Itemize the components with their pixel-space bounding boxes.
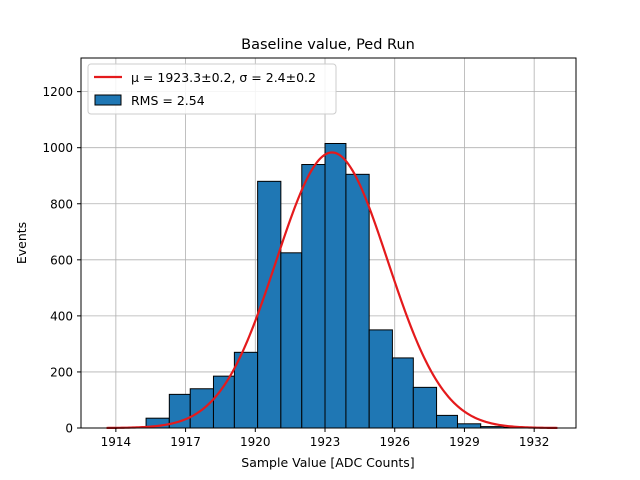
- legend-fit-label: μ = 1923.3±0.2, σ = 2.4±0.2: [131, 70, 316, 85]
- legend-histogram-label: RMS = 2.54: [131, 93, 205, 108]
- histogram-bar: [391, 357, 414, 429]
- histogram-bar: [412, 386, 438, 429]
- legend: μ = 1923.3±0.2, σ = 2.4±0.2 RMS = 2.54: [87, 63, 337, 115]
- plot-frame: [80, 57, 577, 429]
- histogram-bar: [456, 423, 482, 429]
- x-axis-label: Sample Value [ADC Counts]: [241, 455, 414, 470]
- chart-title: Baseline value, Ped Run: [241, 37, 415, 53]
- histogram-bar: [189, 388, 214, 429]
- histogram-bar: [324, 142, 347, 429]
- y-tick-label: 400: [50, 309, 73, 323]
- x-axis-ticks: 1914 1917 1920 1923 1926 1929 1932: [101, 428, 550, 449]
- histogram-bar: [345, 173, 370, 429]
- y-tick-label: 0: [65, 422, 73, 436]
- y-axis-ticks: 0 200 400 600 800 1000 1200: [42, 85, 81, 436]
- x-tick-label: 1923: [310, 435, 341, 449]
- legend-histogram-swatch: [94, 94, 122, 106]
- x-tick-label: 1914: [101, 435, 132, 449]
- y-axis-label: Events: [14, 222, 29, 264]
- y-tick-label: 800: [50, 197, 73, 211]
- x-tick-label: 1917: [170, 435, 201, 449]
- y-tick-label: 1000: [42, 141, 73, 155]
- histogram-bar: [368, 329, 393, 429]
- gaussian-fit-line: [106, 151, 558, 430]
- y-tick-label: 600: [50, 253, 73, 267]
- histogram-bar: [301, 164, 326, 429]
- y-tick-label: 1200: [42, 85, 73, 99]
- x-tick-label: 1929: [449, 435, 480, 449]
- x-tick-label: 1926: [379, 435, 410, 449]
- histogram-bar: [280, 252, 303, 429]
- histogram-bars: [145, 142, 526, 429]
- y-tick-label: 200: [50, 365, 73, 379]
- x-tick-label: 1932: [519, 435, 550, 449]
- histogram-bar: [436, 414, 458, 429]
- legend-box: [87, 63, 337, 115]
- x-tick-label: 1920: [240, 435, 271, 449]
